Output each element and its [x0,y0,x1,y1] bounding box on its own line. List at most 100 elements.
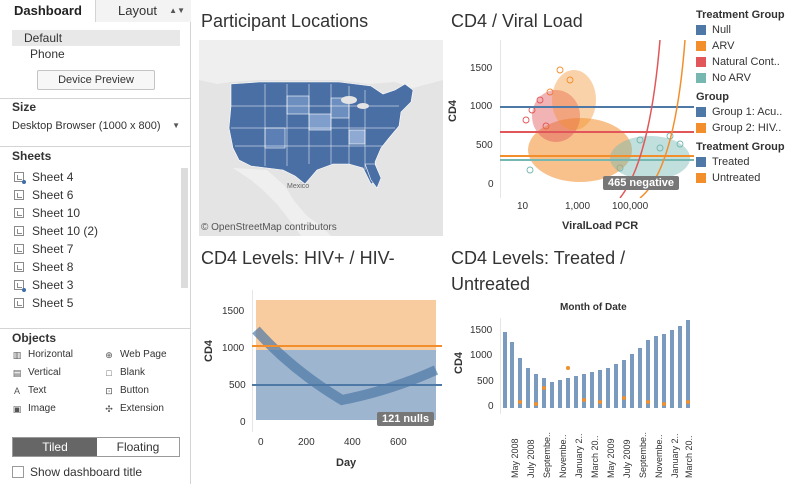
strip [534,374,538,408]
y-tick: 1000 [470,101,493,112]
legend-item[interactable]: Null [696,22,800,38]
legend-item[interactable]: Treated [696,154,800,170]
x-tick: May 2009 [606,438,616,478]
data-point [662,402,666,406]
strip [574,376,578,408]
device-default[interactable]: Default [12,30,180,46]
tab-dashboard[interactable]: Dashboard [0,0,96,22]
legend-swatch [696,107,706,117]
object-label: Web Page [120,349,167,360]
legend-label: Natural Cont.. [712,56,780,68]
legend-item[interactable]: Group 1: Acu.. [696,104,800,120]
object-text[interactable]: A Text [12,384,46,398]
cd4-treat-title-line1: CD4 Levels: Treated / [451,248,626,268]
show-title-option[interactable]: Show dashboard title [12,465,142,479]
legend-label: No ARV [712,72,751,84]
strip [590,372,594,408]
strip [510,342,514,408]
device-phone[interactable]: Phone [30,47,65,61]
map-state [308,113,332,131]
object-image[interactable]: ▣ Image [12,402,56,416]
tab-layout[interactable]: Layout ▲▼ [96,0,191,22]
strip [622,360,626,408]
legend-label: Group 1: Acu.. [712,106,783,118]
cd4-viral-plot[interactable] [500,40,694,198]
size-dropdown[interactable]: Desktop Browser (1000 x 800) ▼ [12,118,182,134]
x-tick: Novembe.. [558,434,568,478]
show-title-label: Show dashboard title [30,465,143,479]
data-point [536,96,544,104]
object-web-page[interactable]: ⊕ Web Page [104,348,167,362]
x-tick: Septembe.. [638,432,648,478]
strip-columns [503,320,690,408]
map-title: Participant Locations [201,11,369,31]
floating-button[interactable]: Floating [97,438,179,456]
legend-title: Treatment Group [696,9,785,21]
x-tick: 200 [298,437,315,448]
divider [0,98,191,99]
legend-swatch [696,173,706,183]
map-land-mexico [233,168,331,236]
legend-item[interactable]: Group 2: HIV.. [696,120,800,136]
y-tick: 0 [488,179,494,190]
y-tick: 1000 [470,350,493,361]
cd4-treat-header: Month of Date [560,302,627,313]
y-tick: 500 [229,380,246,391]
show-title-checkbox[interactable] [12,466,24,478]
sheet-item[interactable]: Sheet 7 [14,240,174,258]
strip [646,340,650,408]
legend-item[interactable]: ARV [696,38,800,54]
tiled-button[interactable]: Tiled [13,438,97,456]
sheet-item[interactable]: Sheet 5 [14,294,174,312]
data-point [622,396,626,400]
legend-item[interactable]: Untreated [696,170,800,186]
device-preview-button[interactable]: Device Preview [37,70,155,90]
x-tick: 400 [344,437,361,448]
text-icon: A [13,386,20,396]
dense-cluster [552,70,596,130]
legend-swatch [696,123,706,133]
object-vertical[interactable]: ▤ Vertical [12,366,61,380]
vertical-icon: ▤ [12,368,22,378]
object-blank[interactable]: □ Blank [104,366,145,380]
sheet-item[interactable]: Sheet 8 [14,258,174,276]
legend-title: Treatment Group [696,141,785,153]
null-count-badge: 121 nulls [377,412,435,426]
legend-item[interactable]: Natural Cont.. [696,54,800,70]
sheet-item[interactable]: Sheet 10 (2) [14,222,174,240]
sheet-icon [14,262,24,272]
panel-tabs: Dashboard Layout ▲▼ [0,0,191,22]
legend-swatch [696,25,706,35]
sheet-item[interactable]: Sheet 4 [14,168,174,186]
divider [0,146,191,147]
x-tick: July 2009 [622,439,632,478]
participant-map[interactable]: Mexico [199,40,443,236]
extension-icon: ✣ [105,404,113,414]
cd4-hiv-plot[interactable] [252,290,442,432]
untreated-points [518,366,690,406]
sheet-item[interactable]: Sheet 10 [14,204,174,222]
sheet-item[interactable]: Sheet 3 [14,276,174,294]
layout-mode-toggle: Tiled Floating [12,437,180,457]
x-tick: March 20.. [684,435,694,478]
sheets-scrollbar[interactable] [181,168,188,288]
x-tick: May 2008 [510,438,520,478]
sheet-icon [14,244,24,254]
object-horizontal[interactable]: ▥ Horizontal [12,348,73,362]
y-tick: 0 [488,401,494,412]
object-extension[interactable]: ✣ Extension [104,402,164,416]
data-point [656,144,664,152]
legend-item[interactable]: No ARV [696,70,800,86]
sheet-item[interactable]: Sheet 6 [14,186,174,204]
sheet-icon [14,208,24,218]
dense-cluster [528,118,632,182]
sheet-icon [14,226,24,236]
size-dropdown-value: Desktop Browser (1000 x 800) [12,120,161,132]
cd4-treat-plot[interactable] [500,318,694,414]
image-icon: ▣ [12,404,22,414]
strip [630,354,634,408]
sheet-icon [14,280,26,292]
strip [598,370,602,408]
object-button[interactable]: ⊡ Button [104,384,149,398]
strip [654,336,658,408]
